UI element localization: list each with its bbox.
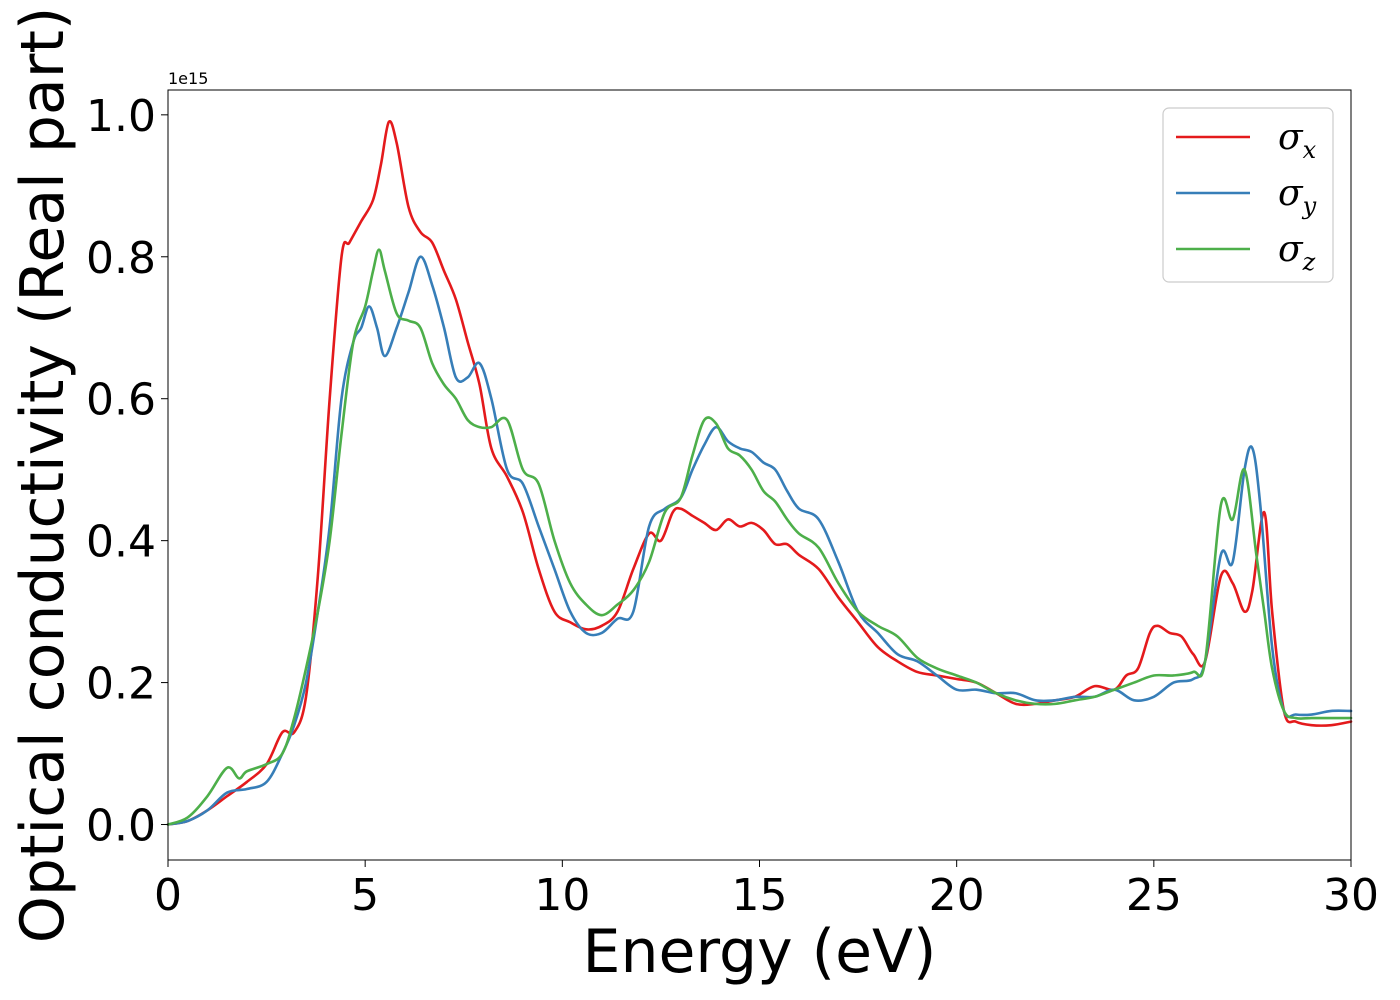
y-axis: 0.0 0.2 0.4 0.6 0.8 1.0 (86, 91, 168, 852)
series-line-x (166, 119, 1353, 826)
y-tick-label: 0.8 (86, 233, 156, 284)
y-tick-label: 0.6 (86, 375, 156, 426)
series-line-z (166, 248, 1353, 826)
legend-box (1162, 107, 1334, 283)
x-tick-label: 25 (1126, 870, 1182, 921)
x-tick-label: 15 (732, 870, 788, 921)
x-axis-title: Energy (eV) (583, 917, 937, 987)
y-tick-label: 1.0 (86, 91, 156, 142)
series-layer (166, 119, 1353, 826)
x-tick-label: 20 (929, 870, 985, 921)
series-line-y (166, 255, 1353, 826)
y-tick-label: 0.2 (86, 659, 156, 710)
x-tick-label: 10 (534, 870, 590, 921)
plot-background (168, 90, 1351, 860)
y-tick-label: 0.0 (86, 801, 156, 852)
x-tick-label: 5 (351, 870, 379, 921)
x-tick-label: 30 (1323, 870, 1379, 921)
x-tick-label: 0 (154, 870, 182, 921)
y-tick-label: 0.4 (86, 517, 156, 568)
y-offset-text: 1e15 (168, 69, 208, 88)
x-axis: 0 5 10 15 20 25 30 (154, 860, 1379, 921)
y-axis-title: Optical conductivity (Real part) (8, 7, 78, 944)
